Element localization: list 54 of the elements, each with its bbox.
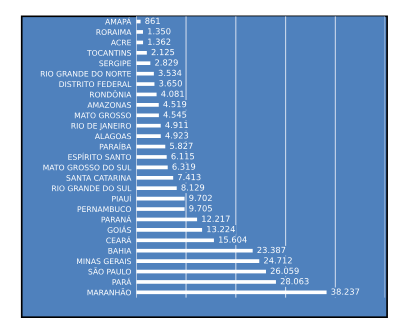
bar <box>136 186 177 190</box>
bar <box>136 238 214 242</box>
bar <box>136 82 154 86</box>
data-label: 5.827 <box>170 142 193 149</box>
bar <box>136 280 276 284</box>
data-label: 23.387 <box>257 246 286 254</box>
data-label: 4.923 <box>165 132 188 139</box>
data-label: 4.545 <box>163 112 186 118</box>
data-label: 24.712 <box>264 257 292 264</box>
data-label: 2.125 <box>152 48 174 56</box>
bar <box>136 290 327 294</box>
bar <box>136 248 253 253</box>
bar <box>136 124 161 128</box>
bar <box>136 228 202 232</box>
bar <box>136 61 150 66</box>
data-label: 13.224 <box>207 226 235 232</box>
data-label: 6.319 <box>172 163 196 170</box>
bar <box>136 166 168 170</box>
data-label: 26.059 <box>270 268 299 274</box>
data-label: 4.519 <box>163 100 186 108</box>
bar <box>136 144 166 148</box>
data-label: 12.217 <box>202 216 230 222</box>
data-label: 861 <box>145 18 160 24</box>
data-label: 38.237 <box>331 288 360 295</box>
bar <box>136 196 185 200</box>
bar <box>136 270 266 274</box>
data-label: 1.362 <box>148 38 170 45</box>
data-label: 2.829 <box>155 59 178 66</box>
data-label: 9.702 <box>189 194 212 202</box>
bar <box>136 259 260 263</box>
bar <box>136 40 144 44</box>
bar <box>136 134 161 138</box>
data-label: 4.081 <box>161 90 184 97</box>
bar <box>136 155 167 159</box>
data-label: 8.129 <box>181 184 204 191</box>
data-label: 3.534 <box>158 70 182 76</box>
data-label: 4.911 <box>165 122 188 128</box>
data-label: 1.350 <box>148 28 170 34</box>
bar <box>136 103 159 107</box>
data-label: 7.413 <box>178 174 201 180</box>
data-label: 15.604 <box>219 236 247 243</box>
data-label: 6.115 <box>171 153 194 160</box>
bar <box>136 176 174 180</box>
bar <box>136 207 185 211</box>
bar <box>136 113 159 118</box>
bar <box>136 218 198 222</box>
data-label: 28.063 <box>280 278 309 284</box>
bar <box>136 92 157 96</box>
data-label: 3.650 <box>159 80 182 86</box>
bar <box>136 30 143 34</box>
bar <box>136 20 141 24</box>
bar <box>136 72 154 76</box>
data-label: 9.705 <box>189 205 212 212</box>
bar <box>136 50 147 55</box>
